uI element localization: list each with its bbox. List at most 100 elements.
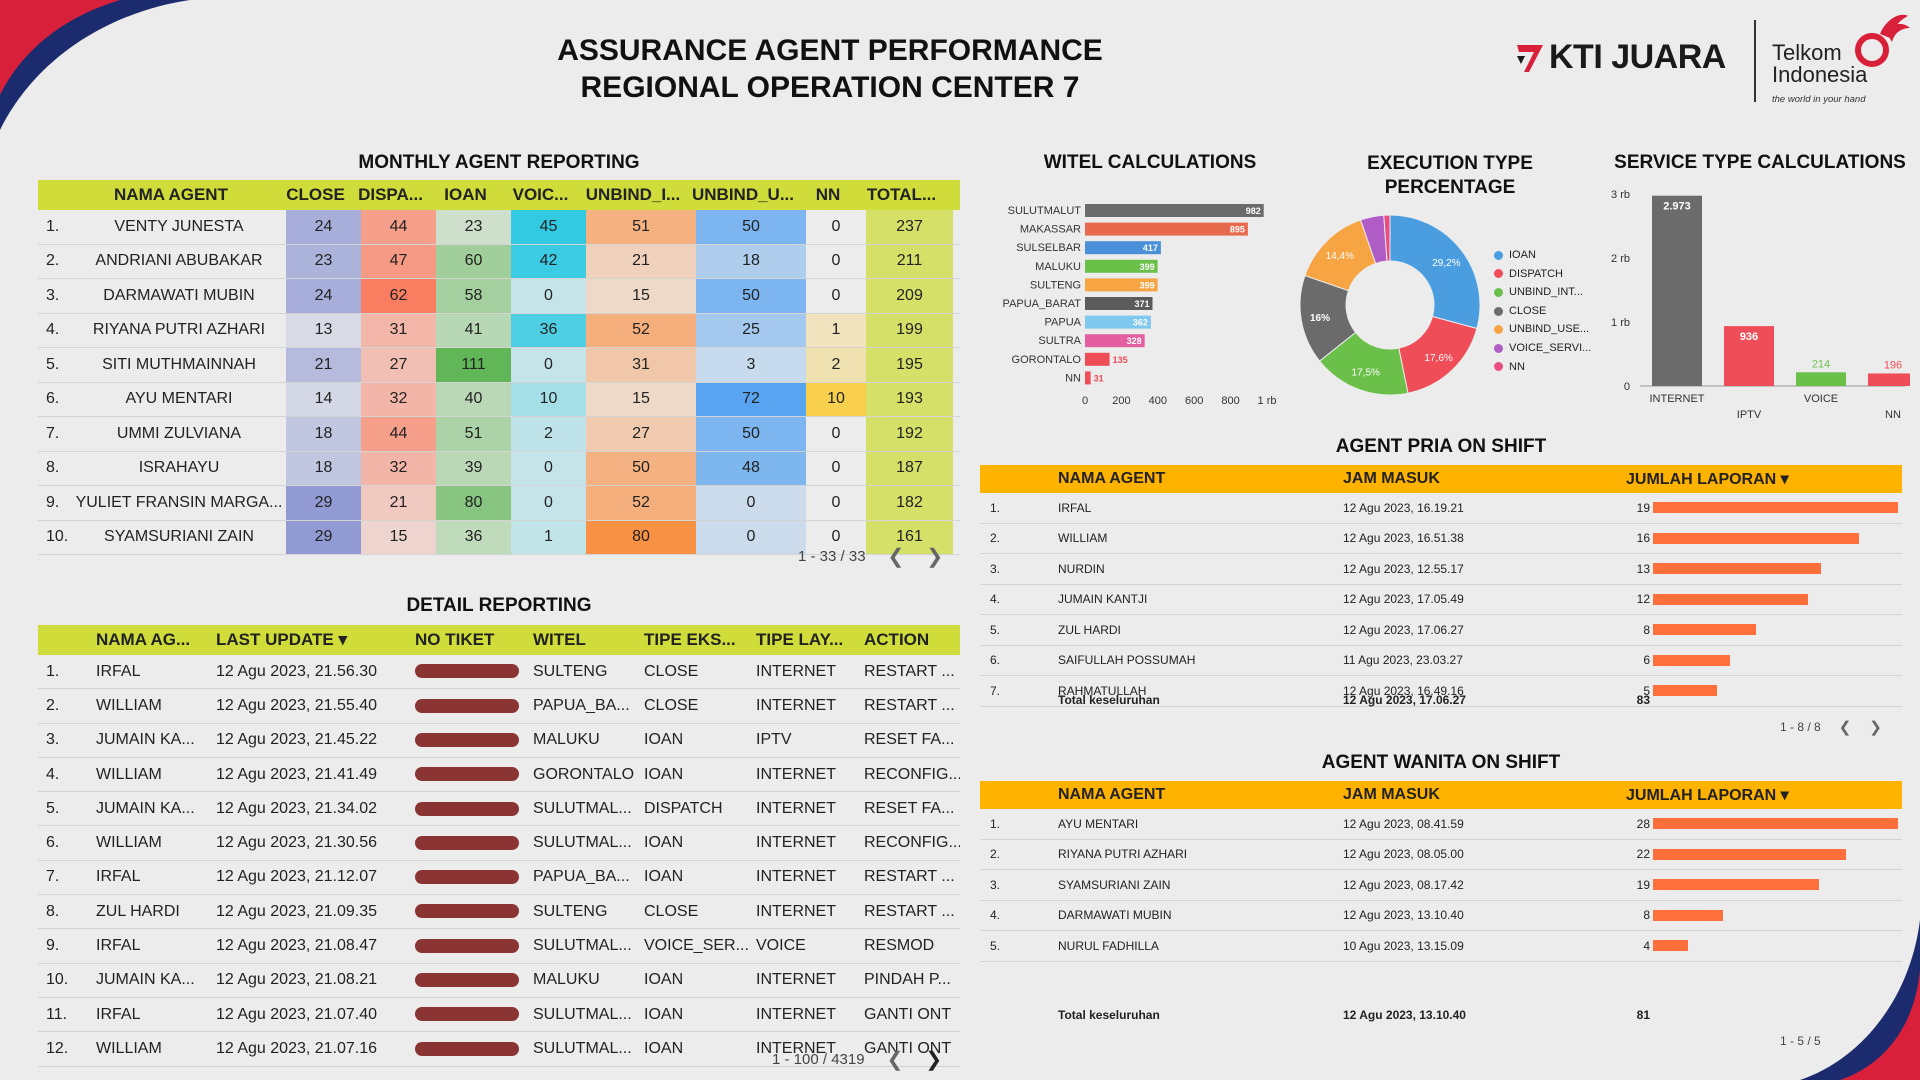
row-index: 6. <box>46 834 60 852</box>
column-header[interactable]: UNBIND_I... <box>585 185 681 204</box>
column-header[interactable]: TOTAL... <box>866 185 937 204</box>
column-header[interactable]: VOIC... <box>512 185 569 204</box>
legend-item[interactable]: UNBIND_USE... <box>1494 320 1591 339</box>
column-header[interactable]: TIPE EKS... <box>644 630 736 649</box>
witel-value-label: 371 <box>1134 299 1149 309</box>
ticket-cell <box>415 731 533 749</box>
table-row: 5. ZUL HARDI 12 Agu 2023, 17.06.27 8 <box>980 615 1902 646</box>
action-cell: RESTART ... <box>864 868 955 886</box>
agent-name-cell: SITI MUTHMAINNAH <box>102 355 256 373</box>
witel-value-label: 328 <box>1127 336 1142 346</box>
service-type-cell: INTERNET <box>756 765 836 783</box>
service-chart-title: SERVICE TYPE CALCULATIONS <box>1614 152 1906 173</box>
jam-masuk-cell: 12 Agu 2023, 16.51.38 <box>1343 531 1464 546</box>
row-index: 10. <box>46 528 69 546</box>
svc-category-label: NN <box>1885 409 1901 420</box>
column-header[interactable]: UNBIND_U... <box>691 185 794 204</box>
row-index: 11. <box>46 1005 68 1023</box>
svc-value-label: 214 <box>1812 358 1830 370</box>
corner-decoration-top-left <box>0 0 190 130</box>
redacted-ticket-number <box>415 938 519 953</box>
table-row: 3. JUMAIN KA... 12 Agu 2023, 21.45.22 MALUK… <box>38 724 960 758</box>
ticket-cell <box>415 766 533 784</box>
column-header[interactable]: WITEL <box>533 630 586 649</box>
agent-name-cell: JUMAIN KA... <box>96 731 195 749</box>
donut-slice <box>1383 214 1391 262</box>
column-header[interactable]: DISPA... <box>358 185 423 204</box>
prev-page-icon[interactable]: ❮ <box>886 1049 904 1071</box>
detail-reporting-table: NAMA AG... LAST UPDATE ▾ NO TIKET WITEL TIPE… <box>38 625 960 1067</box>
value-cell: 39 <box>436 451 511 485</box>
row-index: 12. <box>46 1039 69 1057</box>
witel-cell: SULUTMAL... <box>533 1039 632 1057</box>
report-count-cell: 8 <box>1626 908 1902 922</box>
value-cell: 18 <box>286 451 361 485</box>
column-header[interactable]: JAM MASUK <box>1343 786 1440 803</box>
legend-color-dot <box>1494 362 1503 372</box>
column-header[interactable]: NAMA AGENT <box>114 185 228 204</box>
value-cell: 44 <box>361 210 436 244</box>
action-cell: RECONFIG... <box>864 765 960 783</box>
column-header[interactable]: NAMA AGENT <box>1058 786 1166 803</box>
witel-value-label: 895 <box>1230 225 1245 235</box>
column-header[interactable]: TIPE LAY... <box>756 630 844 649</box>
legend-item[interactable]: DISPATCH <box>1494 265 1591 284</box>
action-cell: GANTI ONT <box>864 1039 952 1057</box>
wanita-total-label: Total keseluruhan <box>1058 1008 1160 1022</box>
row-index: 7. <box>46 868 60 886</box>
witel-value-label: 399 <box>1140 280 1155 290</box>
prev-page-icon[interactable]: ❮ <box>887 546 905 568</box>
value-cell: 21 <box>361 486 436 520</box>
report-count-bar <box>1653 879 1819 891</box>
redacted-ticket-number <box>415 733 519 747</box>
column-header[interactable]: NN <box>815 185 841 204</box>
witel-category-label: GORONTALO <box>1012 354 1082 366</box>
legend-item[interactable]: VOICE_SERVI... <box>1494 339 1591 358</box>
value-cell: 58 <box>436 279 511 313</box>
column-header[interactable]: LAST UPDATE ▾ <box>216 630 347 649</box>
column-header[interactable]: JAM MASUK <box>1343 470 1440 487</box>
prev-page-icon[interactable]: ❮ <box>1838 719 1852 736</box>
next-page-icon[interactable]: ❯ <box>925 1049 943 1071</box>
value-cell: 192 <box>866 417 953 451</box>
report-count-value: 28 <box>1636 816 1650 831</box>
value-cell: 31 <box>361 313 436 347</box>
report-count-bar <box>1653 654 1730 666</box>
column-header[interactable]: NAMA AGENT <box>1058 470 1166 487</box>
agent-name-cell: WILLIAM <box>96 1039 162 1057</box>
value-cell: 195 <box>866 348 953 382</box>
value-cell: 25 <box>696 313 806 347</box>
pria-table-header: NAMA AGENT JAM MASUK JUMLAH LAPORAN ▾ <box>980 465 1902 493</box>
next-page-icon[interactable]: ❯ <box>926 546 944 568</box>
donut-value-label: 16% <box>1310 313 1330 324</box>
wanita-pager-label: 1 - 5 / 5 <box>1780 1034 1821 1048</box>
column-header[interactable]: ACTION <box>864 630 930 649</box>
witel-cell: MALUKU <box>533 971 600 989</box>
column-header[interactable]: JUMLAH LAPORAN ▾ <box>1626 471 1789 488</box>
telkom-logo-tagline: the world in your hand <box>1772 94 1866 105</box>
legend-item[interactable]: UNBIND_INT... <box>1494 283 1591 302</box>
column-header[interactable]: NO TIKET <box>415 630 495 649</box>
witel-bar <box>1085 315 1151 329</box>
execution-type-cell: IOAN <box>644 971 684 989</box>
column-header[interactable]: NAMA AG... <box>96 630 191 649</box>
action-cell: RESMOD <box>864 937 935 955</box>
ticket-cell <box>415 903 533 921</box>
redacted-ticket-number <box>415 767 519 782</box>
row-index: 2. <box>46 696 60 714</box>
value-cell: 111 <box>436 348 511 382</box>
report-count-value: 16 <box>1636 531 1650 546</box>
legend-item[interactable]: NN <box>1494 358 1591 377</box>
value-cell: 21 <box>586 244 696 278</box>
column-header[interactable]: IOAN <box>444 185 487 204</box>
next-page-icon[interactable]: ❯ <box>1869 719 1882 736</box>
telkom-logo-text-1: Telkom <box>1772 40 1842 65</box>
column-header[interactable]: JUMLAH LAPORAN ▾ <box>1626 787 1789 804</box>
legend-item[interactable]: IOAN <box>1494 246 1591 265</box>
jam-masuk-cell: 12 Agu 2023, 08.17.42 <box>1343 877 1464 892</box>
column-header[interactable]: CLOSE <box>286 185 345 204</box>
legend-item[interactable]: CLOSE <box>1494 302 1591 321</box>
redacted-ticket-number <box>415 801 519 816</box>
value-cell: 0 <box>696 486 806 520</box>
wanita-table-header: NAMA AGENT JAM MASUK JUMLAH LAPORAN ▾ <box>980 781 1902 809</box>
